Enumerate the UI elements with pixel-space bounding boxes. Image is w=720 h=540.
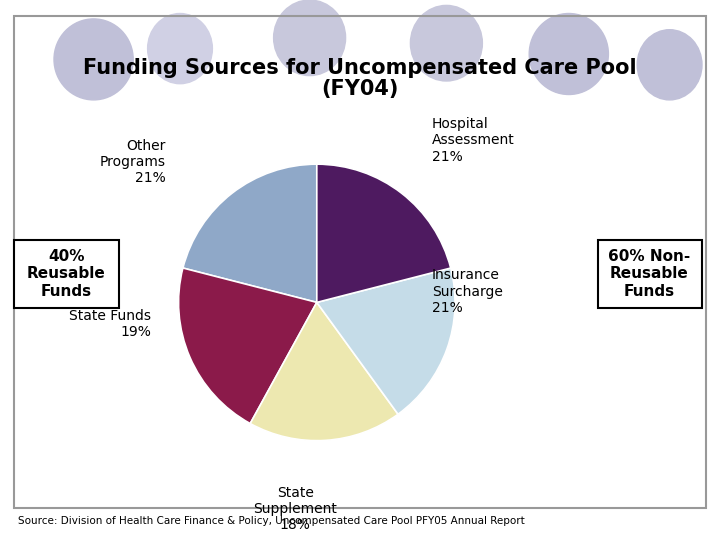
- Text: Funding Sources for Uncompensated Care Pool: Funding Sources for Uncompensated Care P…: [84, 57, 636, 78]
- Wedge shape: [179, 268, 317, 423]
- Wedge shape: [251, 302, 398, 441]
- Text: Hospital
Assessment
21%: Hospital Assessment 21%: [432, 117, 515, 164]
- Text: Insurance
Surcharge
21%: Insurance Surcharge 21%: [432, 268, 503, 315]
- Text: 60% Non-
Reusable
Funds: 60% Non- Reusable Funds: [608, 249, 690, 299]
- Text: Other
Programs
21%: Other Programs 21%: [99, 139, 166, 185]
- Wedge shape: [183, 164, 317, 302]
- Text: (FY04): (FY04): [321, 79, 399, 99]
- Text: 40%
Reusable
Funds: 40% Reusable Funds: [27, 249, 106, 299]
- Wedge shape: [317, 164, 451, 302]
- Text: State Funds
19%: State Funds 19%: [69, 309, 151, 339]
- Wedge shape: [317, 268, 455, 414]
- Text: State
Supplement
18%: State Supplement 18%: [253, 486, 337, 532]
- Text: Source: Division of Health Care Finance & Policy, Uncompensated Care Pool PFY05 : Source: Division of Health Care Finance …: [18, 516, 525, 526]
